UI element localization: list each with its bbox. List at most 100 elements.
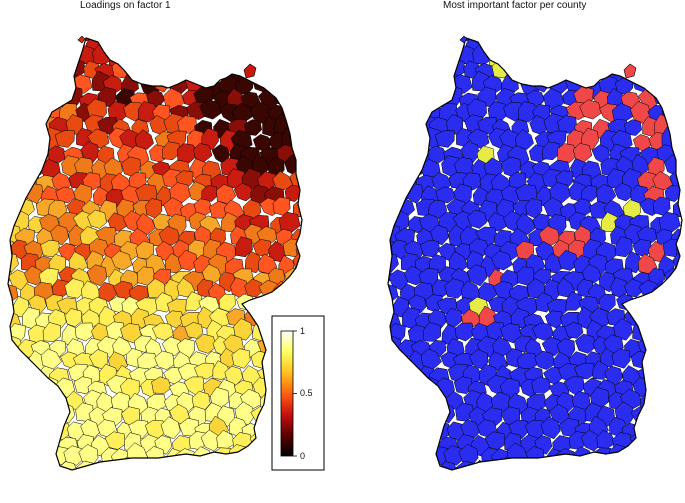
county-region xyxy=(630,460,651,470)
county-region xyxy=(679,132,682,153)
county-region xyxy=(564,322,584,339)
county-region xyxy=(516,212,536,235)
county-region xyxy=(137,44,156,65)
right-country-border xyxy=(387,37,683,471)
county-region xyxy=(8,392,22,413)
county-region xyxy=(256,60,276,80)
county-region xyxy=(86,264,108,287)
county-region xyxy=(388,322,392,344)
county-region xyxy=(678,323,682,342)
county-region xyxy=(291,283,302,302)
county-region xyxy=(265,38,285,39)
county-region xyxy=(28,128,47,150)
county-region xyxy=(649,376,669,397)
county-region xyxy=(627,38,648,39)
county-region xyxy=(681,459,682,470)
county-region xyxy=(8,423,19,441)
county-region xyxy=(662,378,682,399)
county-region xyxy=(443,445,465,466)
county-region xyxy=(611,348,631,369)
county-region xyxy=(177,143,198,164)
county-region xyxy=(154,350,176,370)
county-region xyxy=(152,457,173,470)
county-region xyxy=(680,436,682,456)
county-region xyxy=(611,462,632,470)
county-region xyxy=(19,367,37,388)
county-region xyxy=(664,347,682,368)
county-region xyxy=(8,102,12,124)
county-region xyxy=(388,444,401,467)
county-region xyxy=(388,423,399,441)
colorbar-gradient xyxy=(280,330,294,457)
county-region xyxy=(8,402,29,423)
county-region xyxy=(388,45,396,67)
county-region xyxy=(216,456,237,470)
colorbar-frame xyxy=(271,315,325,471)
county-region xyxy=(413,61,434,80)
county-region xyxy=(651,447,670,465)
right-island-ruegen xyxy=(623,63,637,79)
county-region xyxy=(20,38,41,55)
county-region xyxy=(434,130,455,148)
county-region xyxy=(645,291,663,315)
county-region xyxy=(580,17,599,36)
county-region xyxy=(300,214,302,236)
county-region xyxy=(151,376,172,394)
county-region xyxy=(8,183,16,206)
county-region xyxy=(680,38,682,39)
county-region xyxy=(534,350,556,370)
county-region xyxy=(195,333,217,354)
county-region xyxy=(8,403,13,426)
county-region xyxy=(388,215,395,234)
county-region xyxy=(515,458,535,470)
county-region xyxy=(680,404,682,424)
county-region xyxy=(233,318,253,341)
county-region xyxy=(542,141,560,161)
county-region xyxy=(8,38,25,53)
county-region xyxy=(8,78,29,98)
county-region xyxy=(209,200,229,219)
right-county-regions xyxy=(388,17,682,470)
county-region xyxy=(662,432,681,453)
county-region xyxy=(231,348,251,369)
county-region xyxy=(177,249,199,271)
county-region xyxy=(655,391,673,412)
county-region xyxy=(160,38,179,52)
county-region xyxy=(177,115,198,134)
county-region xyxy=(639,445,658,466)
county-region xyxy=(417,414,438,438)
county-region xyxy=(8,113,19,138)
county-region xyxy=(55,186,76,204)
county-region xyxy=(8,72,14,92)
county-region xyxy=(301,161,302,181)
county-region xyxy=(556,277,576,298)
county-region xyxy=(540,416,561,440)
county-region xyxy=(26,104,47,123)
county-region xyxy=(8,143,24,164)
county-region xyxy=(8,347,17,367)
county-region xyxy=(669,420,682,440)
county-region xyxy=(569,38,590,44)
county-region xyxy=(285,48,302,72)
county-region xyxy=(620,38,641,53)
county-region xyxy=(8,59,18,78)
county-region xyxy=(557,249,579,271)
county-region xyxy=(149,58,171,79)
county-region xyxy=(414,393,435,412)
county-region xyxy=(283,296,302,319)
county-region xyxy=(388,102,392,124)
county-region xyxy=(588,38,609,54)
county-region xyxy=(104,463,126,470)
county-region xyxy=(484,463,506,470)
county-region xyxy=(504,38,526,41)
right-island xyxy=(459,35,468,44)
county-region xyxy=(509,61,531,82)
county-region xyxy=(674,84,682,105)
county-region xyxy=(288,38,302,51)
county-region xyxy=(613,182,634,202)
county-region xyxy=(188,45,206,67)
county-region xyxy=(284,38,302,44)
county-region xyxy=(265,291,283,315)
county-region xyxy=(43,38,65,42)
